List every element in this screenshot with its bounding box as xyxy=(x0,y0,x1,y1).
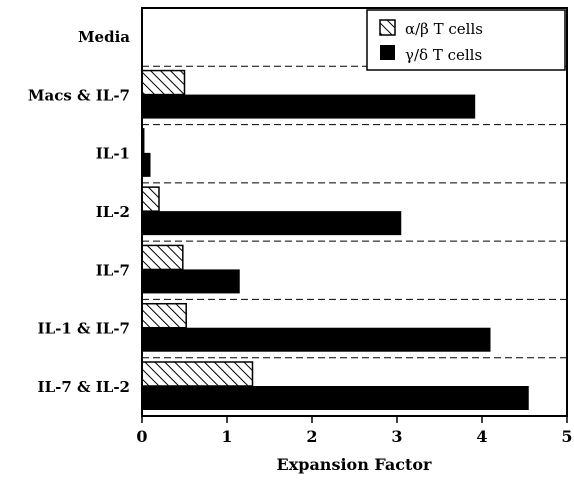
x-tick-label: 2 xyxy=(306,427,317,446)
category-label: IL-1 & IL-7 xyxy=(38,320,130,338)
bars-group xyxy=(141,69,529,410)
bar-gamma-delta xyxy=(142,152,151,177)
category-label: IL-1 xyxy=(96,145,130,163)
category-label: Macs & IL-7 xyxy=(28,86,130,104)
bar-alpha-beta xyxy=(141,69,186,96)
category-labels: Media Macs & IL-7 IL-1 IL-2 IL-7 IL-1 & IL-7 I… xyxy=(28,28,130,396)
x-tick-label: 1 xyxy=(221,427,232,446)
bar-gamma-delta xyxy=(142,211,402,236)
category-label: Media xyxy=(78,28,130,46)
bar-alpha-beta xyxy=(141,302,187,329)
category-label: IL-7 xyxy=(96,261,130,279)
legend-label-alpha-beta: α/β T cells xyxy=(405,20,483,38)
x-axis-title: Expansion Factor xyxy=(277,455,433,474)
bar-alpha-beta xyxy=(141,128,145,154)
bar-alpha-beta xyxy=(141,244,184,271)
x-tick-label: 5 xyxy=(561,427,572,446)
x-tick-label: 4 xyxy=(476,427,487,446)
bar-gamma-delta xyxy=(142,327,491,352)
legend-label-gamma-delta: γ/δ T cells xyxy=(405,46,482,64)
bar-alpha-beta xyxy=(141,361,254,387)
legend-swatch-gamma-delta xyxy=(380,45,395,60)
category-label: IL-2 xyxy=(96,203,130,221)
legend: α/β T cells γ/δ T cells xyxy=(366,9,566,71)
legend-box xyxy=(366,9,566,71)
bar-gamma-delta xyxy=(142,386,529,410)
bar-gamma-delta xyxy=(142,269,240,294)
x-tick-label: 3 xyxy=(391,427,402,446)
x-axis-ticks: 0 1 2 3 4 5 xyxy=(136,416,573,446)
bar-alpha-beta xyxy=(141,186,160,212)
legend-swatch-alpha-beta xyxy=(379,19,396,36)
x-tick-label: 0 xyxy=(136,427,147,446)
category-label: IL-7 & IL-2 xyxy=(38,378,130,396)
bar-gamma-delta xyxy=(142,94,476,119)
